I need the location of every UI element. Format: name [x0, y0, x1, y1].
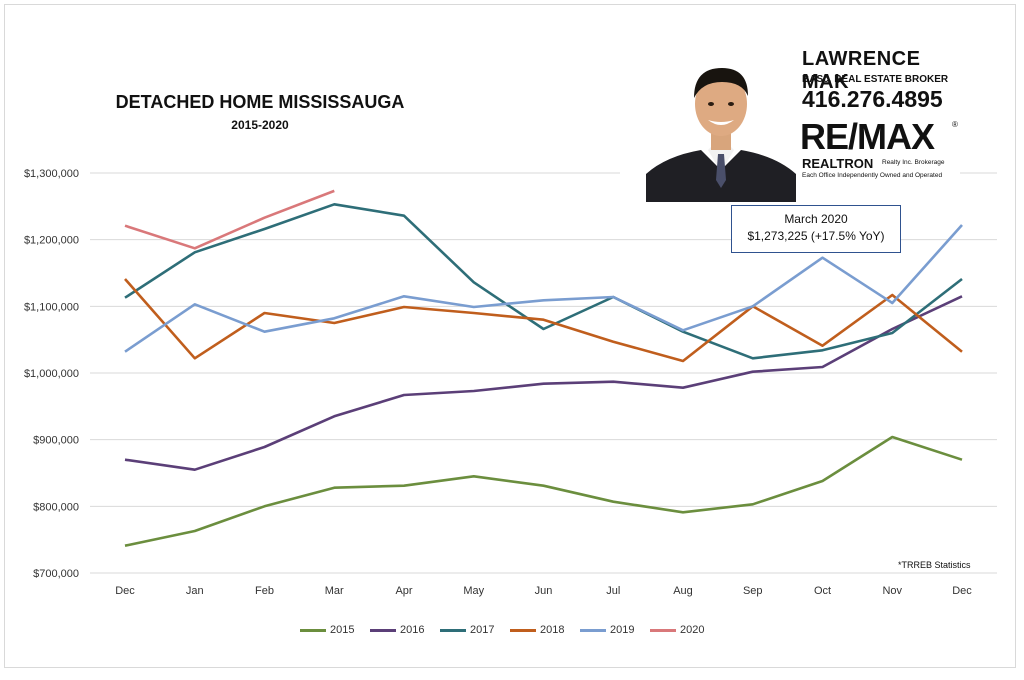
source-note: *TRREB Statistics	[898, 560, 971, 570]
legend-label: 2020	[680, 624, 705, 636]
series-lines	[124, 189, 963, 547]
brokerage-name: REALTRON	[802, 156, 874, 171]
legend-item-2018: 2018	[510, 624, 564, 636]
y-tick-label: $900,000	[33, 435, 79, 447]
x-tick-label: Apr	[395, 585, 412, 597]
legend-swatch	[580, 628, 606, 632]
series-line-2018	[124, 278, 963, 363]
annotation-line-1: March 2020	[784, 212, 848, 226]
annotation-line-2: $1,273,225 (+17.5% YoY)	[747, 229, 885, 243]
brokerage-note: Each Office Independently Owned and Oper…	[802, 172, 943, 179]
x-tick-label: Aug	[673, 585, 693, 597]
x-tick-label: Nov	[882, 585, 902, 597]
x-tick-label: Dec	[952, 585, 972, 597]
legend-label: 2018	[540, 624, 565, 636]
x-tick-label: Dec	[115, 585, 135, 597]
legend-label: 2017	[470, 624, 495, 636]
legend-item-2016: 2016	[370, 624, 424, 636]
broker-credentials: BASc, REAL ESTATE BROKER	[802, 74, 949, 85]
y-axis-labels: $700,000 $800,000 $900,000 $1,000,000 $1,100…	[24, 168, 79, 580]
x-tick-label: May	[463, 585, 484, 597]
legend-item-2020: 2020	[650, 624, 704, 636]
chart-subtitle: 2015-2020	[231, 118, 289, 132]
broker-name: LAWRENCE MAK	[802, 48, 921, 93]
broker-photo	[646, 46, 796, 202]
y-tick-label: $1,000,000	[24, 368, 79, 380]
legend-swatch	[300, 628, 326, 632]
series-line-2017	[124, 203, 963, 360]
series-line-2020	[124, 189, 335, 250]
x-tick-label: Sep	[743, 585, 763, 597]
chart-title: DETACHED HOME MISSISSAUGA	[115, 92, 405, 112]
x-tick-label: Jan	[186, 585, 204, 597]
legend-item-2019: 2019	[580, 624, 634, 636]
legend-swatch	[510, 628, 536, 632]
legend-label: 2019	[610, 624, 635, 636]
legend-item-2017: 2017	[440, 624, 494, 636]
series-line-2015	[124, 435, 963, 547]
legend-label: 2015	[330, 624, 355, 636]
x-tick-label: Oct	[814, 585, 831, 597]
y-tick-label: $1,300,000	[24, 168, 79, 180]
y-tick-label: $800,000	[33, 501, 79, 513]
broker-phone: 416.276.4895	[802, 86, 943, 112]
legend-item-2015: 2015	[300, 624, 354, 636]
legend-label: 2016	[400, 624, 425, 636]
x-tick-label: Jul	[606, 585, 620, 597]
y-tick-label: $1,200,000	[24, 235, 79, 247]
brand-registered-mark: ®	[952, 120, 958, 129]
x-tick-label: Feb	[255, 585, 274, 597]
series-line-2019	[124, 224, 963, 353]
legend-swatch	[370, 628, 396, 632]
legend-swatch	[440, 628, 466, 632]
legend-swatch	[650, 628, 676, 632]
annotation-callout: March 2020 $1,273,225 (+17.5% YoY)	[731, 205, 901, 253]
y-tick-label: $700,000	[33, 568, 79, 580]
x-tick-label: Jun	[535, 585, 553, 597]
brand-logo: RE/MAX	[800, 116, 935, 157]
series-line-2016	[124, 295, 963, 472]
broker-card: LAWRENCE MAK BASc, REAL ESTATE BROKER 41…	[620, 22, 960, 202]
brokerage-suffix: Realty Inc. Brokerage	[882, 159, 945, 166]
y-tick-label: $1,100,000	[24, 301, 79, 313]
x-tick-label: Mar	[325, 585, 344, 597]
x-axis-labels: Dec Jan Feb Mar Apr May Jun Jul Aug Sep Oct Nov Dec	[115, 585, 972, 597]
